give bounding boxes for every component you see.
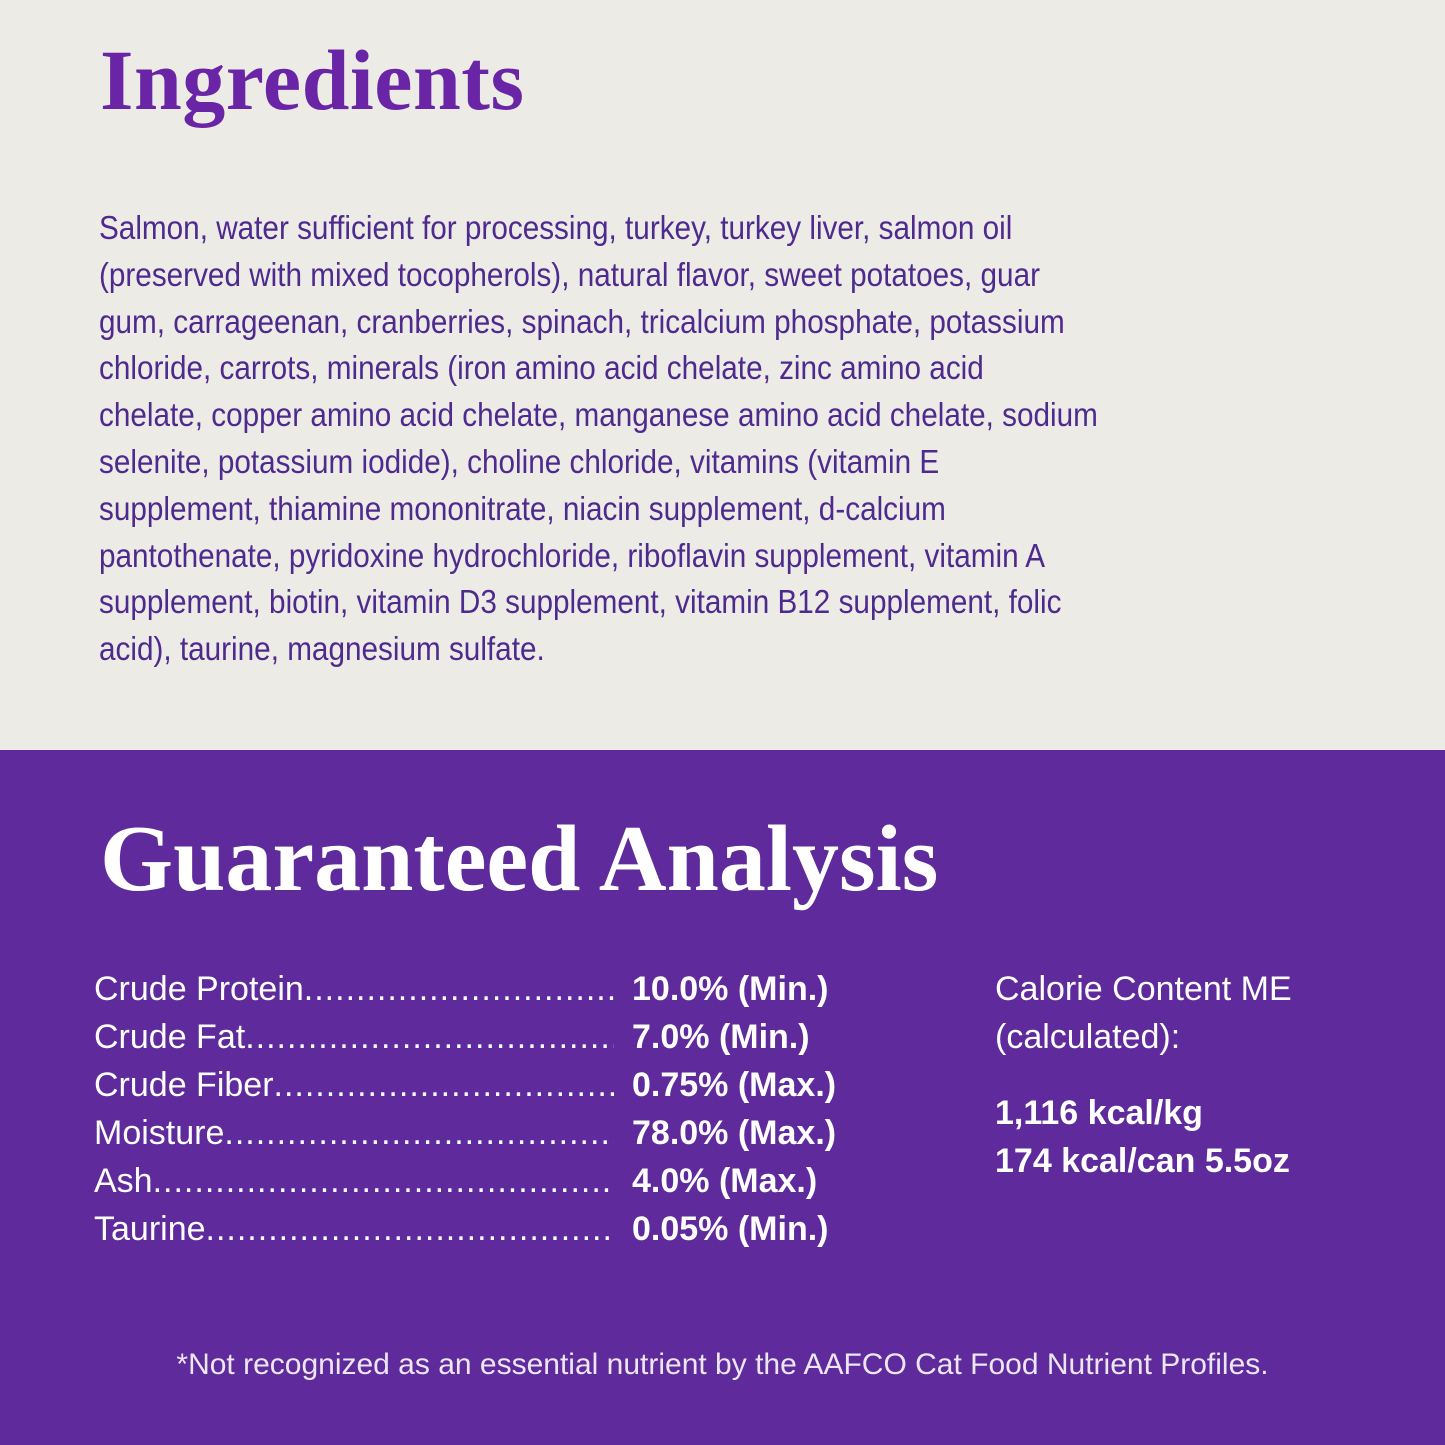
calorie-per-can: 174 kcal/can 5.5oz [995, 1142, 1290, 1180]
ingredients-list: Salmon, water sufficient for processing,… [99, 205, 1098, 673]
ingredients-line: Salmon, water sufficient for processing,… [99, 209, 1013, 246]
footnote: *Not recognized as an essential nutrient… [176, 1348, 1269, 1381]
analysis-label: Crude Fiber.............................… [94, 1061, 614, 1109]
analysis-row: Taurine.................................… [94, 1205, 836, 1253]
ingredients-line: chelate, copper amino acid chelate, mang… [99, 396, 1098, 434]
analysis-value: 4.0% (Max.) [632, 1162, 818, 1200]
calorie-heading: Calorie Content ME [995, 970, 1292, 1008]
leader-dots: ........................................… [245, 1018, 614, 1056]
analysis-title: Guaranteed Analysis [100, 807, 939, 911]
analysis-label-text: Crude Fat [94, 1018, 246, 1056]
analysis-value: 0.05% (Min.) [632, 1210, 829, 1248]
analysis-label: Crude Fat...............................… [94, 1013, 614, 1061]
analysis-value: 0.75% (Max.) [632, 1066, 837, 1104]
analysis-label: Moisture................................… [94, 1109, 614, 1157]
leader-dots: ........................................… [224, 1114, 614, 1152]
guaranteed-analysis-section: Guaranteed Analysis Crude Protein.......… [0, 750, 1445, 1445]
leader-dots: ........................................… [303, 970, 614, 1008]
analysis-label-text: Crude Fiber [94, 1066, 274, 1104]
ingredients-title: Ingredients [100, 32, 525, 128]
analysis-label: Taurine.................................… [94, 1205, 614, 1253]
analysis-value: 78.0% (Max.) [632, 1114, 837, 1152]
analysis-table: Crude Protein...........................… [94, 965, 836, 1253]
calorie-heading-sub: (calculated): [995, 1018, 1181, 1056]
analysis-row: Crude Fat...............................… [94, 1013, 836, 1061]
analysis-label: Ash.....................................… [94, 1157, 614, 1205]
leader-dots: ........................................… [152, 1162, 614, 1200]
ingredients-line: acid), taurine, magnesium sulfate. [99, 630, 545, 668]
analysis-label-text: Taurine [94, 1210, 206, 1248]
calorie-per-kg: 1,116 kcal/kg [995, 1094, 1203, 1132]
ingredients-section: Ingredients Salmon, water sufficient for… [99, 32, 1098, 673]
analysis-value: 7.0% (Min.) [632, 1018, 810, 1056]
ingredients-line: chloride, carrots, minerals (iron amino … [99, 349, 984, 387]
analysis-label-text: Moisture [94, 1114, 225, 1152]
analysis-row: Crude Fiber.............................… [94, 1061, 836, 1109]
ingredients-line: (preserved with mixed tocopherols), natu… [99, 255, 1040, 293]
ingredients-line: gum, carrageenan, cranberries, spinach, … [99, 302, 1065, 340]
calorie-content: Calorie Content ME (calculated): 1,116 k… [995, 965, 1292, 1185]
analysis-label-text: Ash [94, 1162, 153, 1200]
analysis-label-text: Crude Protein [94, 970, 304, 1008]
leader-dots: ........................................… [273, 1066, 614, 1104]
analysis-label: Crude Protein...........................… [94, 965, 614, 1013]
analysis-value: 10.0% (Min.) [632, 970, 829, 1008]
ingredients-line: pantothenate, pyridoxine hydrochloride, … [99, 536, 1046, 574]
analysis-row: Ash.....................................… [94, 1157, 836, 1205]
ingredients-line: selenite, potassium iodide), choline chl… [99, 442, 940, 480]
leader-dots: ........................................… [205, 1210, 614, 1248]
analysis-row: Moisture................................… [94, 1109, 836, 1157]
analysis-row: Crude Protein...........................… [94, 965, 836, 1013]
ingredients-line: supplement, thiamine mononitrate, niacin… [99, 489, 946, 527]
ingredients-line: supplement, biotin, vitamin D3 supplemen… [99, 583, 1062, 621]
